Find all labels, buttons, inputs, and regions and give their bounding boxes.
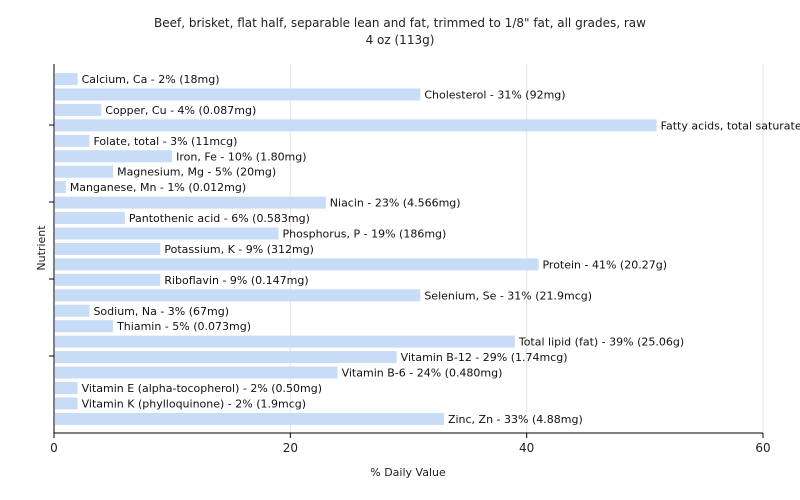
- y-axis-title: Nutrient: [35, 225, 48, 271]
- bar-label-21: Vitamin K (phylloquinone) - 2% (1.9mcg): [82, 397, 306, 410]
- bar-label-8: Niacin - 23% (4.566mg): [330, 197, 461, 210]
- bar-label-7: Manganese, Mn - 1% (0.012mg): [70, 181, 246, 194]
- bar-3: [55, 119, 657, 132]
- bar-19: [55, 366, 338, 379]
- bar-12: [55, 258, 539, 271]
- bar-4: [55, 134, 90, 147]
- x-tick-labels: 0 20 40 60: [50, 441, 770, 455]
- bar-13: [55, 273, 161, 286]
- x-tick-label-60: 60: [755, 441, 770, 455]
- bar-0: [55, 73, 78, 85]
- bar-label-6: Magnesium, Mg - 5% (20mg): [117, 166, 276, 179]
- bar-label-1: Cholesterol - 31% (92mg): [424, 88, 565, 101]
- bar-10: [55, 227, 279, 240]
- bar-16: [55, 320, 114, 333]
- bar-label-16: Thiamin - 5% (0.073mg): [116, 320, 251, 333]
- bar-14: [55, 289, 421, 302]
- bar-22: [55, 412, 444, 425]
- bar-label-10: Phosphorus, P - 19% (186mg): [283, 228, 447, 241]
- bar-label-20: Vitamin E (alpha-tocopherol) - 2% (0.50m…: [82, 382, 322, 395]
- bar-21: [55, 397, 78, 410]
- bar-18: [55, 351, 397, 364]
- bar-1: [55, 88, 421, 101]
- bar-7: [55, 181, 66, 194]
- bars: [55, 73, 657, 425]
- bar-label-22: Zinc, Zn - 33% (4.88mg): [448, 413, 583, 426]
- bar-label-13: Riboflavin - 9% (0.147mg): [164, 274, 308, 287]
- bar-2: [55, 103, 102, 116]
- bar-label-5: Iron, Fe - 10% (1.80mg): [176, 150, 306, 163]
- bar-label-17: Total lipid (fat) - 39% (25.06g): [518, 336, 684, 349]
- bar-label-14: Selenium, Se - 31% (21.9mcg): [424, 289, 592, 302]
- bar-label-4: Folate, total - 3% (11mcg): [93, 135, 237, 148]
- chart-title-line-2: 4 oz (113g): [366, 33, 435, 47]
- bar-5: [55, 150, 173, 163]
- bar-label-0: Calcium, Ca - 2% (18mg): [82, 73, 220, 86]
- x-tick-label-40: 40: [519, 441, 534, 455]
- bar-6: [55, 165, 114, 178]
- bar-label-18: Vitamin B-12 - 29% (1.74mcg): [401, 351, 568, 364]
- bar-8: [55, 196, 326, 209]
- x-axis-title: % Daily Value: [370, 466, 446, 479]
- x-tick-label-20: 20: [283, 441, 298, 455]
- bar-15: [55, 304, 90, 317]
- bar-label-2: Copper, Cu - 4% (0.087mg): [105, 104, 256, 117]
- bar-label-12: Protein - 41% (20.27g): [542, 258, 667, 271]
- chart-title-line-1: Beef, brisket, flat half, separable lean…: [154, 16, 646, 30]
- axes: [49, 64, 764, 438]
- bar-label-15: Sodium, Na - 3% (67mg): [93, 305, 229, 318]
- chart-title: Beef, brisket, flat half, separable lean…: [154, 16, 646, 47]
- x-tick-label-0: 0: [50, 441, 58, 455]
- bar-9: [55, 212, 125, 225]
- bar-17: [55, 335, 515, 348]
- bar-labels: Calcium, Ca - 2% (18mg) Cholesterol - 31%…: [70, 73, 800, 426]
- bar-label-19: Vitamin B-6 - 24% (0.480mg): [342, 367, 503, 380]
- bar-11: [55, 242, 161, 255]
- bar-20: [55, 382, 78, 394]
- bar-label-9: Pantothenic acid - 6% (0.583mg): [129, 212, 310, 225]
- bar-label-3: Fatty acids, total saturated - 51% (10.1…: [661, 119, 800, 132]
- bar-label-11: Potassium, K - 9% (312mg): [164, 243, 314, 256]
